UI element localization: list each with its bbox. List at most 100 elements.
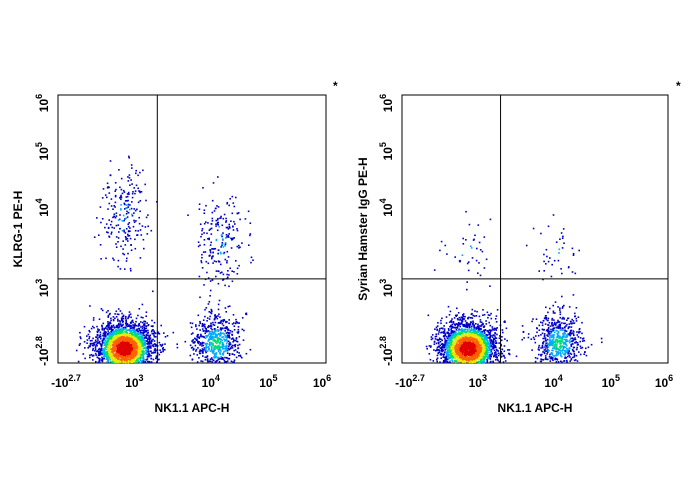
event-dot — [120, 342, 123, 345]
event-dot — [147, 350, 149, 353]
event-dot — [108, 338, 110, 340]
event-dot — [216, 333, 219, 336]
event-dot — [123, 336, 125, 338]
event-dot — [501, 352, 504, 355]
event-dot — [118, 218, 121, 221]
event-dot — [498, 337, 501, 340]
event-dot — [145, 334, 148, 336]
event-dot — [204, 342, 207, 345]
event-dot — [116, 313, 119, 315]
event-dot — [127, 325, 130, 327]
event-dot — [148, 354, 151, 356]
event-dot — [214, 207, 217, 210]
event-dot — [500, 339, 503, 342]
event-dot — [229, 341, 231, 344]
event-dot — [430, 338, 433, 341]
event-dot — [139, 350, 141, 352]
event-dot — [461, 334, 463, 336]
event-dot — [97, 342, 99, 345]
event-dot — [88, 337, 90, 340]
event-dot — [114, 195, 117, 198]
event-dot — [464, 324, 467, 326]
event-dot — [126, 338, 128, 341]
event-dot — [523, 337, 525, 339]
event-dot — [95, 360, 97, 363]
event-dot — [147, 360, 149, 363]
event-dot — [146, 332, 149, 335]
event-dot — [122, 360, 125, 362]
event-dot — [136, 354, 139, 356]
event-dot — [206, 320, 208, 322]
event-dot — [508, 352, 510, 355]
event-dot — [460, 319, 463, 322]
event-dot — [144, 352, 147, 354]
event-dot — [115, 355, 118, 357]
event-dot — [141, 325, 144, 328]
event-dot — [101, 218, 104, 220]
event-dot — [199, 320, 201, 323]
event-dot — [474, 353, 476, 356]
event-dot — [106, 325, 108, 327]
event-dot — [113, 339, 115, 341]
event-dot — [211, 248, 213, 250]
event-dot — [187, 214, 189, 216]
event-dot — [478, 330, 481, 333]
event-dot — [463, 336, 466, 338]
event-dot — [206, 271, 208, 274]
event-dot — [106, 346, 109, 348]
event-dot — [244, 218, 247, 220]
event-dot — [230, 360, 233, 363]
event-dot — [145, 311, 148, 313]
event-dot — [150, 361, 153, 363]
event-dot — [430, 336, 433, 338]
event-dot — [495, 355, 497, 357]
event-dot — [138, 336, 141, 338]
event-dot — [128, 350, 130, 352]
event-dot — [108, 324, 110, 327]
event-dot — [475, 340, 478, 343]
event-dot — [493, 344, 495, 347]
event-dot — [113, 327, 116, 329]
event-dot — [220, 332, 223, 335]
event-dot — [117, 326, 119, 329]
event-dot — [132, 331, 134, 334]
event-dot — [490, 344, 492, 346]
event-dot — [102, 322, 105, 325]
event-dot — [113, 361, 115, 363]
event-dot — [461, 320, 464, 323]
event-dot — [97, 328, 99, 330]
event-dot — [119, 336, 122, 339]
event-dot — [116, 360, 119, 363]
event-dot — [204, 332, 206, 335]
event-dot — [207, 326, 209, 329]
event-dot — [230, 338, 233, 340]
event-dot — [217, 176, 219, 178]
event-dot — [481, 337, 483, 340]
event-dot — [102, 339, 104, 341]
event-dot — [142, 332, 145, 335]
event-dot — [489, 341, 492, 344]
event-dot — [154, 351, 156, 354]
event-dot — [99, 336, 102, 338]
event-dot — [80, 337, 82, 340]
event-dot — [227, 357, 229, 360]
event-dot — [105, 257, 107, 260]
event-dot — [232, 341, 234, 343]
event-dot — [131, 201, 133, 203]
event-dot — [209, 315, 211, 318]
event-dot — [447, 345, 450, 347]
event-dot — [147, 341, 150, 344]
event-dot — [118, 324, 120, 326]
event-dot — [218, 360, 221, 363]
event-dot — [143, 247, 145, 250]
event-dot — [205, 334, 208, 337]
event-dot — [211, 336, 214, 338]
event-dot — [108, 332, 110, 334]
event-dot — [115, 316, 118, 318]
event-dot — [127, 240, 129, 242]
event-dot — [134, 355, 137, 357]
event-dot — [134, 343, 137, 346]
event-dot — [149, 341, 151, 343]
event-dot — [160, 324, 162, 327]
event-dot — [143, 326, 145, 329]
